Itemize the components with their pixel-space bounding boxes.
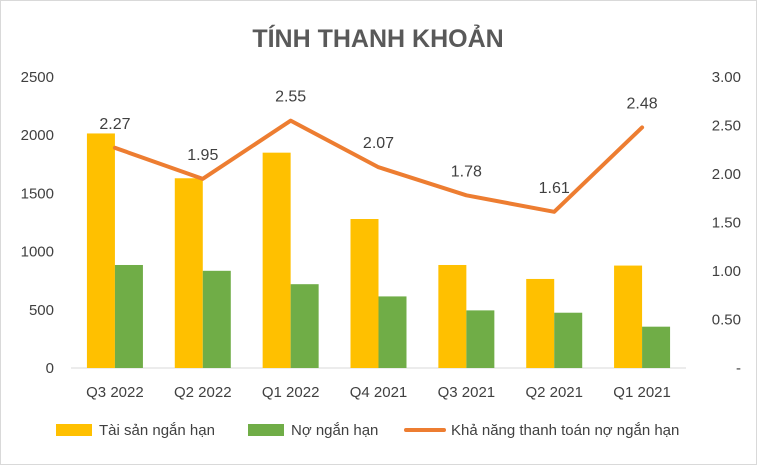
bar-no-ngan-han [466, 310, 495, 368]
legend-tai-san-ngan-han-label: Tài sản ngắn hạn [99, 422, 215, 439]
category-axis: Q3 2022 Q2 2022 Q1 2022 Q4 2021 Q3 2021 Q2 20… [86, 384, 671, 401]
line-data-label: 2.27 [99, 116, 130, 133]
chart-title: TÍNH THANH KHOẢN [252, 23, 503, 53]
category-label: Q3 2022 [86, 384, 144, 401]
bar-no-ngan-han [642, 326, 671, 368]
bar-no-ngan-han [554, 312, 583, 368]
right-tick-label: 3.00 [712, 69, 741, 86]
category-label: Q1 2021 [613, 384, 671, 401]
left-axis: 0 500 1000 1500 2000 2500 [21, 69, 54, 377]
right-axis: - 0.50 1.00 1.50 2.00 2.50 3.00 [712, 69, 741, 377]
bar-tai-san-ngan-han [350, 219, 379, 368]
left-tick-label: 2500 [21, 69, 54, 86]
right-tick-label: - [736, 360, 741, 377]
left-tick-label: 1500 [21, 185, 54, 202]
bar-no-ngan-han [114, 264, 143, 368]
right-tick-label: 2.00 [712, 166, 741, 183]
bar-no-ngan-han [202, 270, 231, 368]
left-tick-label: 1000 [21, 244, 54, 261]
bar-no-ngan-han [290, 284, 319, 368]
line-data-label: 1.78 [451, 163, 482, 180]
category-label: Q2 2022 [174, 384, 232, 401]
bar-tai-san-ngan-han [174, 178, 203, 368]
bar-no-ngan-han [378, 296, 407, 368]
right-tick-label: 0.50 [712, 312, 741, 329]
legend-no-ngan-han-swatch [248, 424, 284, 436]
category-label: Q4 2021 [350, 384, 408, 401]
line-data-label: 2.07 [363, 135, 394, 152]
right-tick-label: 2.50 [712, 118, 741, 135]
legend-no-ngan-han-label: Nợ ngắn hạn [291, 422, 378, 439]
line-series-group: 2.27 1.95 2.55 2.07 1.78 1.61 2.48 [99, 89, 658, 214]
bar-tai-san-ngan-han [614, 265, 643, 368]
left-tick-label: 2000 [21, 127, 54, 144]
bars-group [86, 133, 671, 368]
line-data-label: 1.61 [539, 180, 570, 197]
bar-tai-san-ngan-han [526, 278, 555, 368]
legend-tai-san-ngan-han-swatch [56, 424, 92, 436]
right-tick-label: 1.00 [712, 263, 741, 280]
line-data-label: 1.95 [187, 147, 218, 164]
category-label: Q3 2021 [438, 384, 496, 401]
legend-kha-nang-thanh-toan-label: Khả năng thanh toán nợ ngắn hạn [451, 422, 679, 439]
bar-tai-san-ngan-han [86, 133, 115, 368]
bar-tai-san-ngan-han [262, 152, 291, 368]
legend: Tài sản ngắn hạn Nợ ngắn hạn Khả năng than… [56, 422, 679, 439]
category-label: Q2 2021 [525, 384, 583, 401]
line-data-label: 2.55 [275, 89, 306, 106]
left-tick-label: 0 [46, 360, 54, 377]
right-tick-label: 1.50 [712, 215, 741, 232]
category-label: Q1 2022 [262, 384, 320, 401]
line-data-label: 2.48 [627, 95, 658, 112]
bar-tai-san-ngan-han [438, 264, 467, 368]
left-tick-label: 500 [29, 302, 54, 319]
